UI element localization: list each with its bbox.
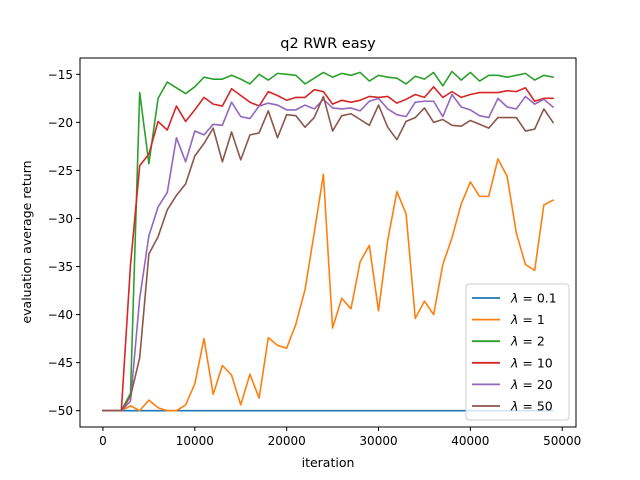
legend-label-1: λ = 0.1 [510, 291, 557, 306]
legend-label-4: λ = 10 [510, 355, 553, 370]
x-tick-label: 40000 [451, 434, 489, 448]
y-tick-label: −25 [48, 164, 73, 178]
y-tick-label: −40 [48, 308, 73, 322]
legend-label-5: λ = 20 [510, 377, 553, 392]
series-line-2 [102, 158, 555, 412]
chart-title: q2 RWR easy [280, 36, 376, 52]
x-tick-label: 0 [99, 434, 107, 448]
x-tick-label: 20000 [268, 434, 306, 448]
y-tick-label: −15 [48, 68, 73, 82]
legend-label-2: λ = 1 [510, 312, 545, 327]
legend: λ = 0.1 λ = 1 λ = 2 λ = 10 λ = 20 λ = 50 [465, 283, 570, 421]
plot-frame [79, 57, 577, 428]
x-axis-label: iteration [302, 455, 355, 470]
x-tick-label: 10000 [176, 434, 214, 448]
x-axis-ticks: 0 10000 20000 30000 40000 50000 [99, 427, 581, 448]
series-line-5 [102, 93, 555, 412]
y-axis-ticks: −50 −45 −40 −35 −30 −25 −20 −15 [48, 68, 80, 418]
y-tick-label: −35 [48, 260, 73, 274]
legend-label-3: λ = 2 [510, 334, 545, 349]
x-tick-label: 30000 [359, 434, 397, 448]
y-axis-label: evaluation average return [19, 160, 34, 323]
legend-label-6: λ = 50 [510, 399, 553, 414]
y-tick-label: −30 [48, 212, 73, 226]
y-tick-label: −45 [48, 356, 73, 370]
x-tick-label: 50000 [543, 434, 581, 448]
series-layer [102, 70, 555, 412]
legend-entries: λ = 0.1 λ = 1 λ = 2 λ = 10 λ = 20 λ = 50 [472, 291, 557, 414]
series-line-6 [102, 95, 555, 412]
legend-box [465, 283, 570, 421]
series-line-4 [102, 86, 554, 412]
y-tick-label: −20 [48, 116, 73, 130]
y-tick-label: −50 [48, 404, 73, 418]
series-line-3 [102, 70, 554, 412]
